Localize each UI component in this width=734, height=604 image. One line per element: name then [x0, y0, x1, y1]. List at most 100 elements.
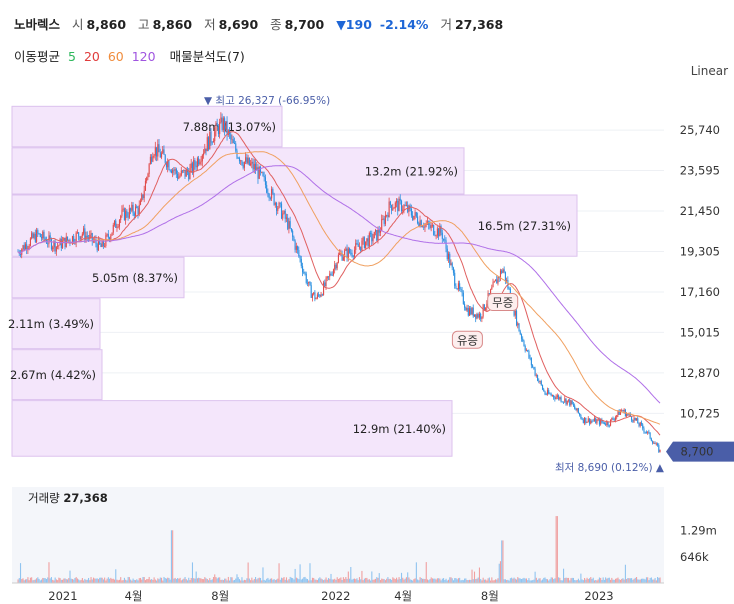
candle-body [95, 239, 97, 245]
volume-bar [316, 580, 318, 583]
price-tick-label: 21,450 [680, 204, 720, 218]
candle-body [184, 169, 186, 177]
candle-body [570, 400, 572, 406]
volume-bar [611, 577, 613, 583]
candle-body [418, 223, 420, 227]
candle-body [469, 308, 471, 316]
volume-bar [151, 579, 153, 583]
candle-body [79, 236, 81, 240]
candle-body [478, 313, 480, 318]
volume-bar [454, 578, 456, 583]
candle-body [188, 172, 190, 180]
volume-bar [68, 578, 70, 583]
candle-body [434, 234, 436, 236]
candle-body [368, 233, 370, 247]
volume-bar [618, 579, 620, 583]
candle-body [382, 218, 384, 220]
volume-bar [371, 571, 373, 583]
price-tick-label: 15,015 [680, 325, 720, 339]
volume-bar [75, 577, 77, 583]
volume-bar [222, 580, 224, 583]
candle-body [451, 263, 453, 268]
volume-bar [541, 579, 544, 583]
candle-body [534, 368, 536, 376]
candle-body [288, 221, 290, 229]
volume-bar [362, 580, 364, 583]
candle-body [449, 253, 451, 266]
volume-bar [302, 578, 304, 583]
candle-body [633, 417, 635, 422]
moving-average-legend[interactable]: 이동평균 5 20 60 120 매물분석도(7) [14, 46, 249, 65]
volume-bar [141, 579, 143, 583]
volume-bar [470, 579, 472, 583]
volume-bar [566, 577, 568, 583]
volume-bar [567, 577, 570, 583]
candle-body [68, 239, 70, 241]
volume-bar [178, 578, 180, 583]
candle-body [623, 409, 625, 412]
ma-120-line [17, 165, 661, 404]
volume-bar [446, 580, 448, 583]
scale-type[interactable]: Linear [690, 64, 728, 78]
candle-body [627, 413, 629, 415]
volume-bar [37, 577, 39, 583]
volume-bar [267, 577, 269, 583]
candle-body [222, 118, 224, 131]
price-change: ▼190 [336, 17, 372, 32]
volume-bar [211, 579, 213, 583]
ma-120[interactable]: 120 [131, 49, 156, 64]
volume-bar [88, 577, 90, 583]
volume-bar [238, 579, 241, 583]
volume-bar [538, 578, 540, 583]
ma-20[interactable]: 20 [83, 49, 100, 64]
candle-body [300, 258, 302, 267]
candle-body [53, 241, 55, 248]
candle-body [269, 198, 271, 199]
candle-body [160, 153, 163, 158]
candle-body [31, 233, 33, 239]
ma-5[interactable]: 5 [68, 49, 76, 64]
volume-profile-label: 12.9m (21.40%) [353, 422, 446, 436]
candle-body [324, 282, 326, 287]
volume-bar [488, 577, 490, 583]
candle-body [311, 294, 314, 298]
candle-body [179, 175, 181, 177]
candle-body [279, 202, 281, 204]
volume-bar [292, 578, 294, 583]
candle-body [151, 156, 153, 162]
volume-bar [58, 577, 60, 583]
candle-body [408, 205, 410, 212]
volume-bar [298, 579, 300, 583]
volume-bar [210, 580, 212, 583]
volume-bar [273, 579, 275, 583]
candle-body [349, 248, 351, 253]
volume-bar [55, 579, 57, 583]
volume-bar [612, 579, 614, 583]
volume-bar [327, 578, 330, 583]
volume-profile-toggle[interactable]: 매물분석도(7) [169, 49, 245, 64]
volume-bar [118, 579, 121, 583]
candle-body [49, 235, 51, 239]
candle-body [207, 137, 210, 150]
candle-body [58, 245, 60, 246]
candle-body [593, 418, 596, 421]
volume-bar [355, 579, 357, 583]
ma-60[interactable]: 60 [107, 49, 124, 64]
candle-body [410, 208, 412, 216]
volume-bar [363, 578, 365, 583]
volume-bar [69, 570, 71, 583]
volume-bar [109, 578, 111, 583]
volume-bar [289, 576, 291, 583]
candle-body [602, 422, 604, 423]
volume-bar [590, 577, 592, 583]
volume-bar [603, 579, 605, 583]
low-price: 8,690 [218, 17, 259, 32]
candle-body [464, 303, 466, 308]
candle-body [287, 217, 289, 229]
volume-bar [382, 578, 384, 583]
volume-bar [574, 580, 576, 583]
volume-bar [219, 577, 221, 583]
candle-body [276, 203, 278, 211]
volume-bar [196, 578, 198, 583]
